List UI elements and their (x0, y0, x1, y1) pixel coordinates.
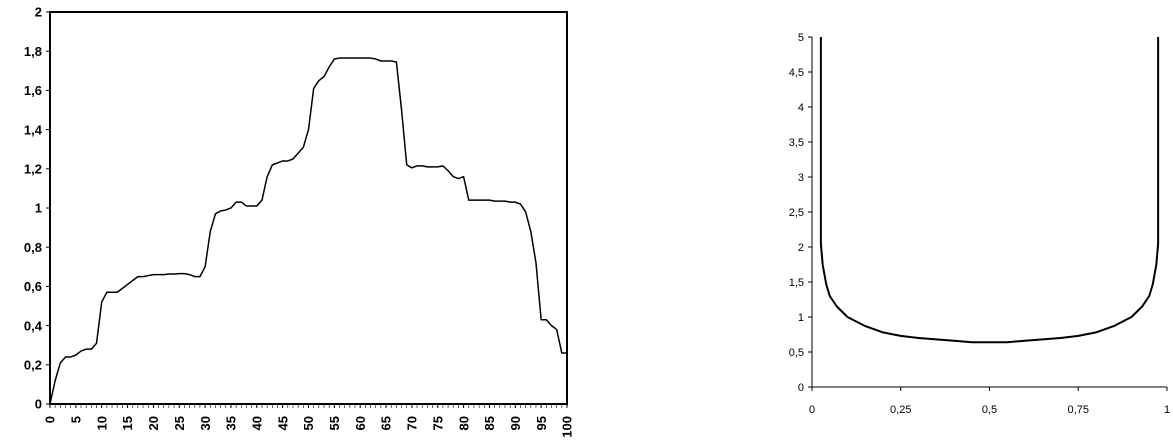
y-tick-label: 0 (798, 382, 804, 394)
y-tick-label: 2 (35, 5, 42, 20)
x-tick-label: 5 (69, 416, 84, 423)
x-tick-label: 70 (405, 416, 420, 430)
x-tick-label: 40 (249, 416, 264, 430)
y-tick-label: 1,6 (24, 83, 42, 98)
y-tick-label: 1,8 (24, 44, 42, 59)
x-tick-label: 50 (301, 416, 316, 430)
y-tick-label: 0 (35, 397, 42, 412)
x-tick-label: 60 (353, 416, 368, 430)
x-tick-label: 30 (198, 416, 213, 430)
y-tick-label: 0,6 (24, 279, 42, 294)
x-tick-label: 90 (508, 416, 523, 430)
series-line (819, 37, 1160, 344)
x-tick-label: 25 (172, 416, 187, 430)
y-tick-label: 2 (798, 242, 804, 254)
x-tick-label: 75 (430, 416, 445, 430)
y-tick-label: 4 (798, 102, 804, 114)
x-tick-label: 1 (1164, 404, 1170, 416)
y-tick-label: 3,5 (789, 137, 804, 149)
x-tick-label: 85 (482, 416, 497, 430)
x-tick-label: 100 (560, 416, 575, 438)
y-tick-label: 0,2 (24, 357, 42, 372)
x-tick-label: 80 (456, 416, 471, 430)
y-tick-label: 1,5 (789, 277, 804, 289)
series-line (49, 57, 567, 405)
x-tick-label: 0,25 (890, 404, 911, 416)
y-tick-label: 5 (798, 32, 804, 44)
plot-frame (49, 11, 568, 405)
x-tick-label: 0,75 (1068, 404, 1089, 416)
y-tick-label: 0,4 (24, 318, 43, 333)
y-tick-label: 3 (798, 172, 804, 184)
x-tick-label: 0,5 (982, 404, 997, 416)
right-line-chart: 0 0,5 1 1,5 2 2,5 3 3,5 4 4,5 5 0 0,25 0,5 0,75 1 (789, 32, 1170, 416)
x-tick-label: 65 (379, 416, 394, 430)
y-tick-label: 1 (35, 201, 42, 216)
x-tick-label: 45 (275, 416, 290, 430)
y-tick-label: 1,2 (24, 161, 42, 176)
left-line-chart: 00,20,40,60,811,21,41,61,820 5 10 15 20 25 30 3… (24, 5, 575, 438)
x-tick-label: 20 (146, 416, 161, 430)
y-tick-label: 4,5 (789, 67, 804, 79)
x-tick-label: 0 (809, 404, 815, 416)
x-tick-label: 10 (94, 416, 109, 430)
x-tick-label: 35 (224, 416, 239, 430)
y-tick-label: 1 (798, 312, 804, 324)
x-tick-label: 15 (120, 416, 135, 430)
x-tick-label: 95 (534, 416, 549, 430)
y-tick-label: 2,5 (789, 207, 804, 219)
y-tick-label: 1,4 (24, 122, 43, 137)
x-tick-label: 55 (327, 416, 342, 430)
y-tick-label: 0,5 (789, 347, 804, 359)
y-tick-label: 0,8 (24, 240, 42, 255)
x-tick-label: 0 (43, 416, 58, 423)
